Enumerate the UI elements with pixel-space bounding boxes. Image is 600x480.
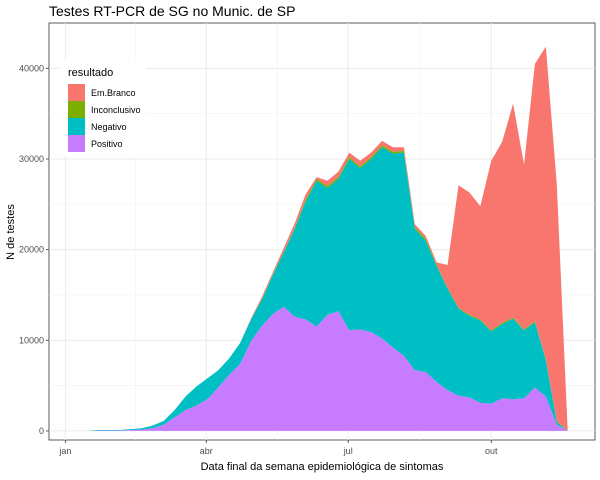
x-tick-label: jan	[58, 446, 71, 456]
legend-label-em-branco: Em.Branco	[91, 88, 136, 98]
y-tick-label: 40000	[19, 63, 44, 73]
chart-title: Testes RT-PCR de SG no Munic. de SP	[49, 3, 295, 19]
x-tick-label: jul	[343, 446, 353, 456]
area-negativo	[65, 147, 568, 431]
legend-title: resultado	[68, 67, 113, 79]
y-tick-label: 20000	[19, 245, 44, 255]
legend-swatch-inconclusivo	[68, 101, 85, 118]
y-tick-label: 30000	[19, 154, 44, 164]
area-layers	[65, 46, 568, 431]
area-em-branco	[65, 46, 568, 431]
legend-swatch-positivo	[68, 135, 85, 152]
legend: resultado Em.Branco Inconclusivo Negativo P…	[60, 60, 146, 156]
legend-label-inconclusivo: Inconclusivo	[91, 105, 141, 115]
x-axis-title: Data final da semana epidemiológica de s…	[201, 461, 444, 473]
x-tick-label: abr	[200, 446, 213, 456]
y-axis-title: N de testes	[5, 204, 17, 260]
y-tick-label: 0	[39, 426, 44, 436]
area-positivo	[65, 306, 568, 431]
legend-swatch-em-branco	[68, 84, 85, 101]
legend-label-negativo: Negativo	[91, 122, 127, 132]
legend-swatch-negativo	[68, 118, 85, 135]
y-tick-label: 10000	[19, 335, 44, 345]
x-tick-label: out	[485, 446, 498, 456]
x-axis: jan abr jul out	[58, 440, 498, 456]
legend-label-positivo: Positivo	[91, 139, 123, 149]
y-axis: 0 10000 20000 30000 40000	[19, 63, 49, 436]
